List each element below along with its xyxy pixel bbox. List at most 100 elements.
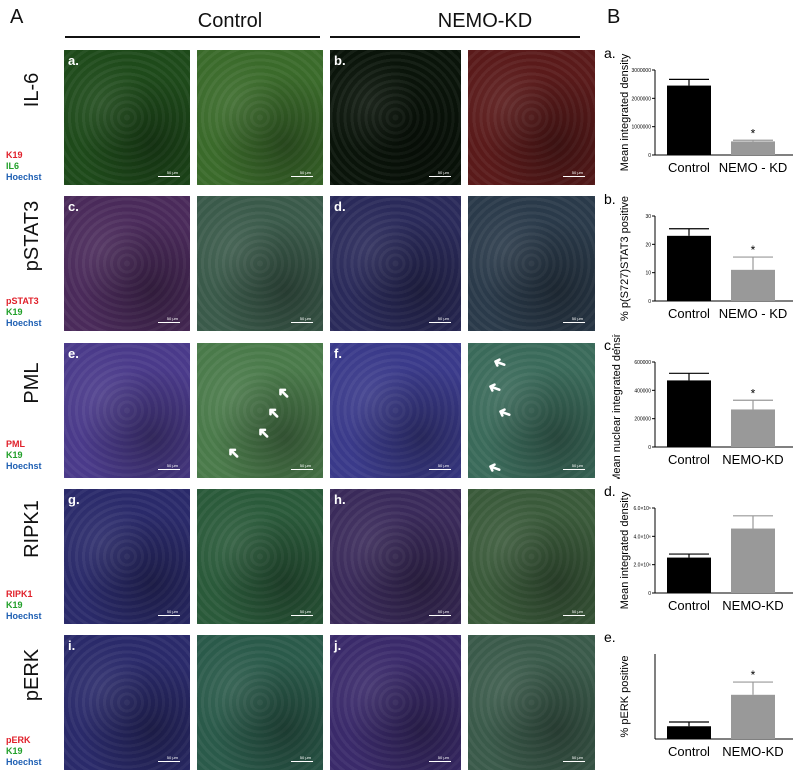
micrograph-3-3: 50 μm — [468, 489, 595, 624]
scale-bar — [158, 322, 180, 323]
scale-bar-label: 50 μm — [437, 755, 449, 760]
micrograph-panel-label: g. — [68, 492, 80, 507]
legend-entry: Hoechst — [6, 318, 42, 328]
y-tick-label: 400000 — [634, 388, 651, 394]
scale-bar-label: 50 μm — [571, 316, 583, 321]
scale-bar-label: 50 μm — [571, 170, 583, 175]
x-tick-label: NEMO - KD — [719, 306, 788, 321]
y-tick-label: 3000000 — [632, 68, 652, 74]
y-tick-label: 2000000 — [632, 96, 652, 102]
significance-marker: * — [751, 126, 756, 140]
stain-legend-1: pSTAT3 K19 Hoechst — [6, 296, 42, 329]
bar — [731, 528, 775, 593]
scale-bar-label: 50 μm — [571, 609, 583, 614]
stain-legend-2: PML K19 Hoechst — [6, 439, 42, 472]
micrograph-0-1: 50 μm — [197, 50, 323, 185]
micrograph-panel-label: c. — [68, 199, 79, 214]
y-axis-label: Mean nuclear integrated density — [611, 334, 623, 479]
x-tick-label: Control — [668, 452, 710, 467]
legend-entry: PML — [6, 439, 25, 449]
scale-bar — [563, 469, 585, 470]
scale-bar-label: 50 μm — [437, 463, 449, 468]
scale-bar — [429, 615, 451, 616]
significance-marker: * — [751, 668, 756, 682]
scale-bar-label: 50 μm — [299, 609, 311, 614]
x-tick-label: NEMO-KD — [722, 452, 783, 467]
y-axis-label: Mean integrated density — [619, 53, 631, 171]
micrograph-1-1: 50 μm — [197, 196, 323, 331]
y-axis-label: Mean integrated density — [619, 491, 631, 609]
micrograph-2-1: 50 μm ➜ ➜ ➜ ➜ — [197, 343, 323, 478]
legend-entry: pSTAT3 — [6, 296, 39, 306]
scale-bar-label: 50 μm — [299, 755, 311, 760]
scale-bar-label: 50 μm — [166, 609, 178, 614]
micrograph-1-0: c. 50 μm — [64, 196, 190, 331]
micrograph-4-3: 50 μm — [468, 635, 595, 770]
control-heading-rule — [65, 36, 320, 38]
micrograph-panel-label: f. — [334, 346, 342, 361]
micrograph-2-2: f. 50 μm — [330, 343, 461, 478]
scale-bar — [158, 176, 180, 177]
micrograph-panel-label: j. — [334, 638, 342, 653]
x-tick-label: Control — [668, 744, 710, 759]
bar — [731, 409, 775, 447]
micrograph-2-0: e. 50 μm — [64, 343, 190, 478]
row-label-0: IL-6 — [21, 72, 43, 108]
y-tick-label: 20 — [645, 242, 651, 248]
scale-bar — [291, 469, 313, 470]
row-label-3: RIPK1 — [21, 500, 43, 558]
legend-entry: Hoechst — [6, 461, 42, 471]
bar-chart-1: b. 0 10 20 30 % p(S727)STAT3 positive Control *… — [604, 191, 793, 321]
panel-a-letter: A — [10, 6, 24, 28]
legend-entry: K19 — [6, 746, 23, 756]
x-tick-label: NEMO - KD — [719, 160, 788, 175]
micrograph-4-2: j. 50 μm — [330, 635, 461, 770]
chart-panel-label: a. — [604, 45, 616, 61]
x-tick-label: NEMO-KD — [722, 598, 783, 613]
scale-bar-label: 50 μm — [571, 463, 583, 468]
micrograph-4-1: 50 μm — [197, 635, 323, 770]
y-tick-label: 600000 — [634, 360, 651, 366]
scale-bar-label: 50 μm — [437, 170, 449, 175]
micrograph-3-2: h. 50 μm — [330, 489, 461, 624]
scale-bar — [429, 761, 451, 762]
significance-marker: * — [751, 386, 756, 400]
micrograph-panel-label: h. — [334, 492, 346, 507]
legend-entry: IL6 — [6, 161, 20, 171]
micrograph-3-1: 50 μm — [197, 489, 323, 624]
bar — [667, 557, 711, 593]
scale-bar — [563, 322, 585, 323]
legend-entry: K19 — [6, 600, 23, 610]
bar — [667, 235, 711, 301]
row-label-1: pSTAT3 — [21, 200, 43, 272]
scale-bar — [291, 322, 313, 323]
micrograph-3-0: g. 50 μm — [64, 489, 190, 624]
scale-bar-label: 50 μm — [166, 316, 178, 321]
micrograph-0-0: a. 50 μm — [64, 50, 190, 185]
row-label-4: pERK — [21, 648, 43, 702]
control-column-heading: Control — [197, 10, 263, 32]
scale-bar — [563, 176, 585, 177]
scale-bar — [429, 469, 451, 470]
bar — [667, 380, 711, 447]
scale-bar — [291, 615, 313, 616]
y-tick-label: 0 — [648, 153, 651, 159]
micrograph-1-2: d. 50 μm — [330, 196, 461, 331]
scale-bar — [429, 176, 451, 177]
arrow-icon: ➜ — [223, 441, 245, 464]
y-tick-label: 0 — [648, 445, 651, 451]
arrow-icon: ➜ — [490, 352, 510, 373]
micrograph-4-0: i. 50 μm — [64, 635, 190, 770]
arrow-icon: ➜ — [485, 377, 505, 398]
scale-bar — [563, 761, 585, 762]
bar — [667, 85, 711, 155]
legend-entry: Hoechst — [6, 757, 42, 767]
bar — [731, 269, 775, 301]
y-tick-label: 10 — [645, 271, 651, 277]
scale-bar — [291, 176, 313, 177]
bar-chart-2: c. 0 200000 400000 600000 Mean nuclear integr… — [604, 334, 793, 479]
legend-entry: K19 — [6, 150, 23, 160]
legend-entry: pERK — [6, 735, 31, 745]
legend-entry: RIPK1 — [6, 589, 33, 599]
stain-legend-3: RIPK1 K19 Hoechst — [6, 589, 42, 622]
